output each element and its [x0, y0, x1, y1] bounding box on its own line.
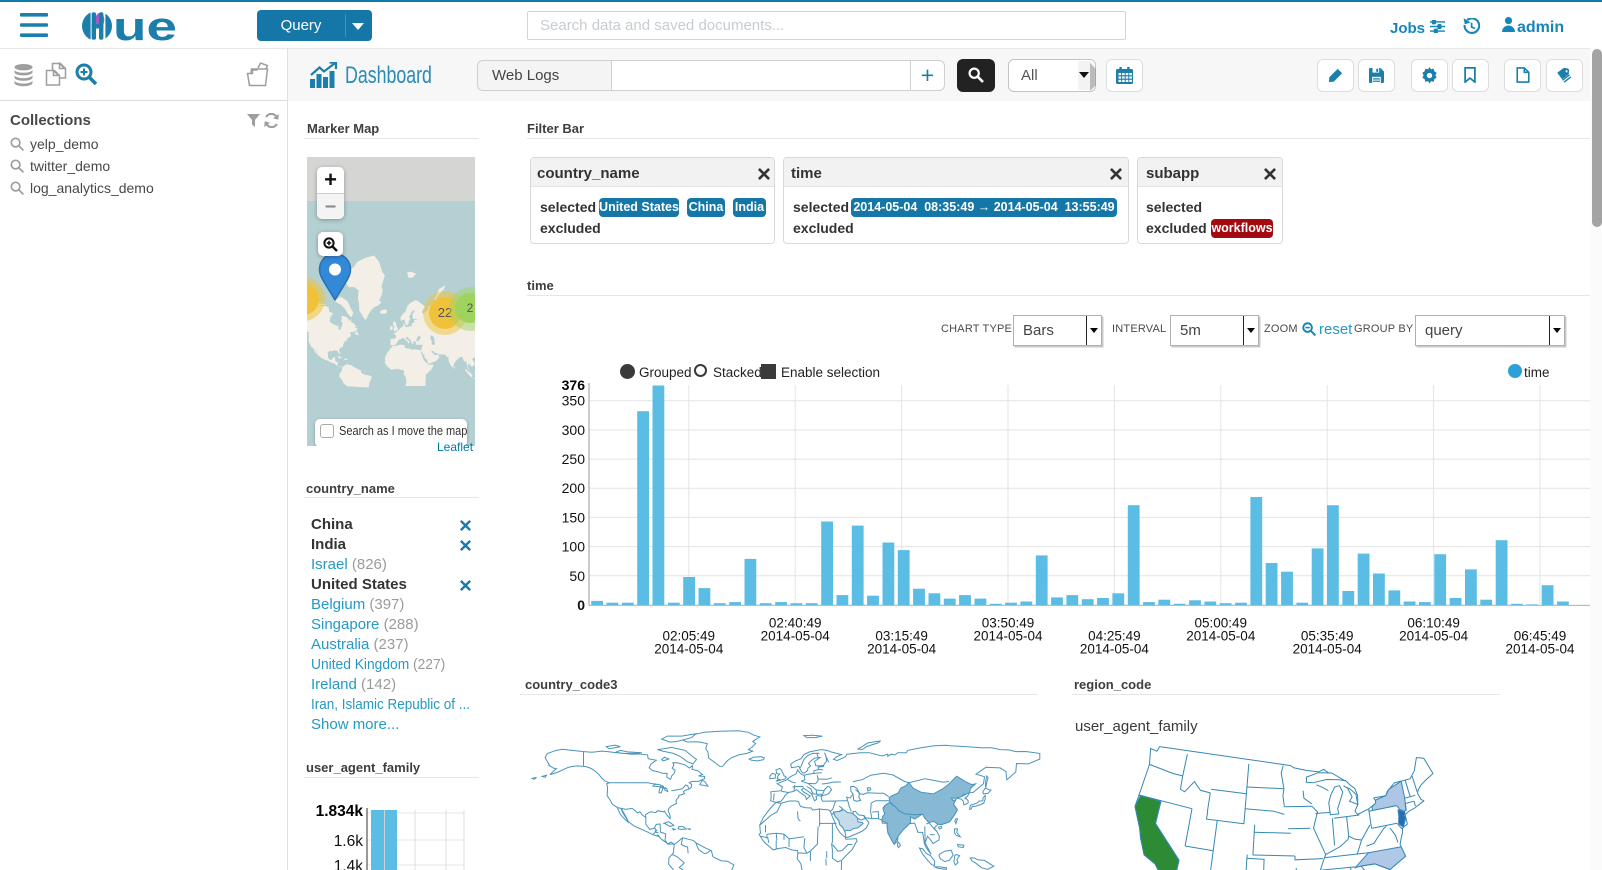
svg-text:376: 376: [562, 377, 586, 393]
svg-text:05:35:49: 05:35:49: [1301, 629, 1354, 644]
svg-text:1.6k: 1.6k: [334, 833, 364, 850]
svg-text:02:40:49: 02:40:49: [769, 616, 822, 631]
svg-text:50: 50: [569, 568, 585, 584]
svg-text:350: 350: [562, 393, 586, 409]
svg-text:04:25:49: 04:25:49: [1088, 629, 1141, 644]
svg-text:06:10:49: 06:10:49: [1407, 616, 1460, 631]
svg-text:2014-05-04: 2014-05-04: [1080, 642, 1150, 657]
svg-text:1.834k: 1.834k: [316, 803, 364, 820]
svg-text:1.4k: 1.4k: [334, 858, 364, 870]
svg-text:300: 300: [562, 422, 586, 438]
svg-text:2014-05-04: 2014-05-04: [867, 642, 937, 657]
svg-text:2014-05-04: 2014-05-04: [973, 629, 1043, 644]
svg-text:2014-05-04: 2014-05-04: [654, 642, 724, 657]
svg-text:03:50:49: 03:50:49: [982, 616, 1035, 631]
svg-text:ue: ue: [113, 11, 177, 41]
svg-text:250: 250: [562, 451, 586, 467]
svg-text:05:00:49: 05:00:49: [1195, 616, 1248, 631]
svg-text:2014-05-04: 2014-05-04: [1505, 642, 1575, 657]
svg-text:2014-05-04: 2014-05-04: [1399, 629, 1469, 644]
svg-text:2014-05-04: 2014-05-04: [761, 629, 831, 644]
svg-text:06:45:49: 06:45:49: [1514, 629, 1567, 644]
svg-text:02:05:49: 02:05:49: [663, 629, 716, 644]
svg-text:100: 100: [562, 539, 586, 555]
svg-text:150: 150: [562, 509, 586, 525]
svg-text:2014-05-04: 2014-05-04: [1293, 642, 1363, 657]
svg-text:200: 200: [562, 480, 586, 496]
svg-text:03:15:49: 03:15:49: [875, 629, 928, 644]
svg-text:2014-05-04: 2014-05-04: [1186, 629, 1256, 644]
svg-text:0: 0: [577, 597, 585, 613]
